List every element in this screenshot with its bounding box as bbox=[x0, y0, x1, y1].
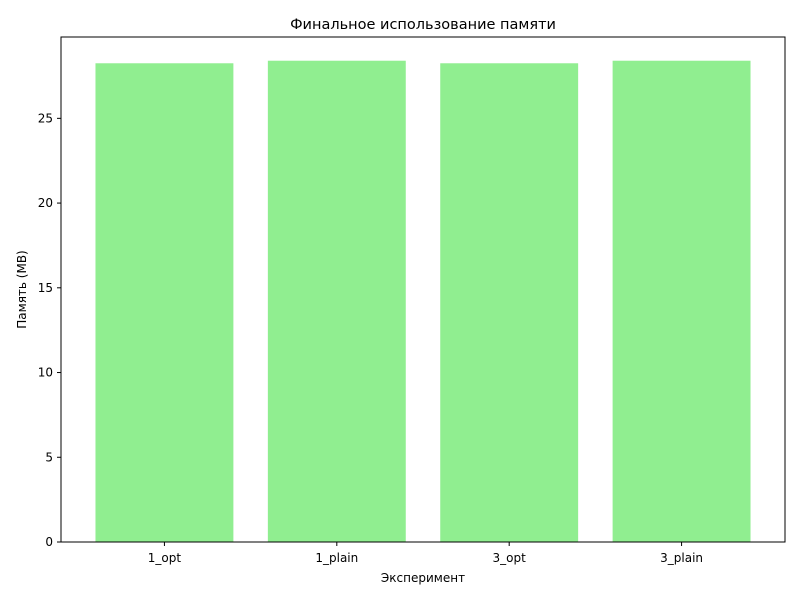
plot-frame bbox=[60, 36, 786, 543]
chart-title: Финальное использование памяти bbox=[290, 17, 556, 33]
y-tick-label: 20 bbox=[38, 196, 53, 210]
y-tick-label: 25 bbox=[38, 111, 53, 125]
x-tick-label: 1_plain bbox=[315, 551, 358, 565]
bars-group bbox=[95, 60, 751, 543]
y-tick-label: 10 bbox=[38, 366, 53, 380]
bar-3_plain bbox=[612, 60, 751, 543]
y-axis-label: Память (MB) bbox=[15, 250, 29, 328]
bar-1_plain bbox=[267, 60, 406, 543]
y-axis: 0 5 10 15 20 25 bbox=[38, 111, 61, 549]
bar-1_opt bbox=[95, 63, 234, 542]
x-tick-label: 3_plain bbox=[660, 551, 703, 565]
y-tick-label: 15 bbox=[38, 281, 53, 295]
y-tick-label: 5 bbox=[45, 450, 53, 464]
x-axis-label: Эксперимент bbox=[381, 571, 465, 585]
y-tick-label: 0 bbox=[45, 535, 53, 549]
bar-3_opt bbox=[440, 63, 579, 542]
x-tick-label: 1_opt bbox=[148, 551, 182, 565]
x-axis: 1_opt 1_plain 3_opt 3_plain bbox=[148, 542, 703, 565]
x-tick-label: 3_opt bbox=[493, 551, 527, 565]
